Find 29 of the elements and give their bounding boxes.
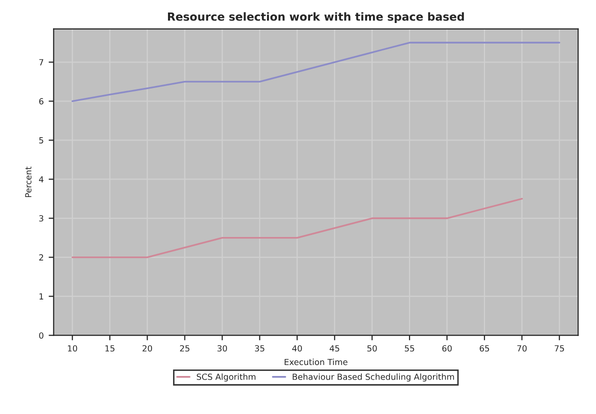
- y-tick-label: 0: [39, 332, 44, 339]
- line-series: [72, 198, 523, 258]
- x-tick-label: 25: [180, 345, 190, 352]
- line-series: [72, 42, 560, 102]
- y-tick-label: 3: [39, 215, 44, 222]
- y-axis-title: Percent: [25, 166, 32, 198]
- x-tick-label: 75: [554, 345, 564, 352]
- x-tick-label: 10: [68, 345, 78, 352]
- y-tick-label: 6: [39, 98, 44, 104]
- x-tick-label: 40: [292, 345, 302, 352]
- y-tick-label: 4: [39, 176, 44, 182]
- x-tick-label: 20: [142, 345, 152, 352]
- y-tick-label: 2: [39, 254, 44, 260]
- chart-title: Resource selection work with time space based: [168, 12, 464, 23]
- x-tick-label: 70: [517, 345, 527, 352]
- x-tick-label: 35: [255, 345, 264, 352]
- x-tick-label: 50: [367, 345, 377, 352]
- x-tick-label: 15: [105, 345, 114, 352]
- y-tick-label: 7: [39, 59, 44, 66]
- x-tick-label: 65: [480, 345, 490, 352]
- x-tick-label: 45: [330, 345, 340, 352]
- x-tick-label: 30: [218, 345, 227, 352]
- x-tick-label: 55: [404, 345, 414, 352]
- y-tick-label: 1: [40, 293, 44, 300]
- legend-label: Behaviour Based Scheduling Algorithm: [292, 373, 454, 382]
- y-tick-label: 5: [39, 137, 44, 144]
- legend-label: SCS Algorithm: [196, 373, 256, 382]
- x-axis-title: Execution Time: [284, 358, 348, 366]
- x-tick-label: 60: [442, 345, 452, 352]
